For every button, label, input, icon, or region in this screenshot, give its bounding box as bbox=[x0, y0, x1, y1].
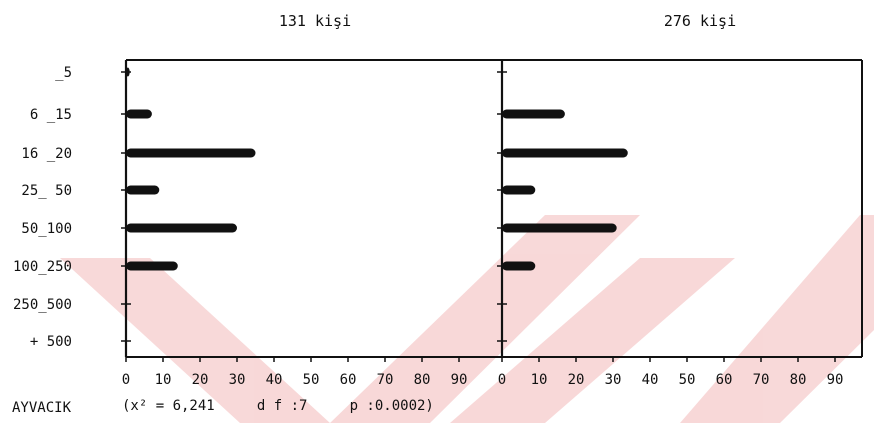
category-label: + 500 bbox=[30, 334, 72, 350]
bar bbox=[502, 148, 628, 158]
bar bbox=[502, 261, 536, 271]
bar bbox=[126, 223, 237, 233]
x-tick-label: 80 bbox=[414, 372, 431, 388]
x-tick-label: 20 bbox=[192, 372, 209, 388]
bar bbox=[126, 109, 152, 119]
x-tick-label: 50 bbox=[303, 372, 320, 388]
x-tick-label: 30 bbox=[229, 372, 246, 388]
bar bbox=[502, 109, 565, 119]
x-tick-label: 90 bbox=[827, 372, 844, 388]
category-label: 50_100 bbox=[21, 221, 72, 237]
x-tick-label: 70 bbox=[377, 372, 394, 388]
category-label: _5 bbox=[55, 65, 72, 81]
footer-location: AYVACIK bbox=[12, 400, 72, 416]
x-tick-label: 50 bbox=[679, 372, 696, 388]
category-label: 25_ 50 bbox=[21, 183, 72, 199]
x-tick-label: 40 bbox=[642, 372, 659, 388]
x-tick-label: 0 bbox=[122, 372, 130, 388]
category-label: 250_500 bbox=[13, 297, 72, 313]
x-tick-label: 30 bbox=[605, 372, 622, 388]
x-tick-label: 40 bbox=[266, 372, 283, 388]
watermark-stroke bbox=[450, 258, 735, 423]
panel-title: 131 kişi bbox=[279, 12, 351, 30]
x-tick-label: 80 bbox=[790, 372, 807, 388]
panel-title: 276 kişi bbox=[664, 12, 736, 30]
watermark-stroke bbox=[330, 215, 640, 423]
bar bbox=[502, 223, 617, 233]
x-tick-label: 20 bbox=[568, 372, 585, 388]
category-label: 100_250 bbox=[13, 259, 72, 275]
category-label: 6 _15 bbox=[30, 107, 72, 123]
bar bbox=[502, 185, 536, 195]
bar bbox=[126, 185, 160, 195]
bar bbox=[126, 148, 256, 158]
background-watermark bbox=[60, 215, 874, 423]
x-tick-label: 0 bbox=[498, 372, 506, 388]
x-tick-label: 90 bbox=[451, 372, 468, 388]
watermark-stroke bbox=[680, 215, 874, 423]
x-tick-label: 10 bbox=[531, 372, 548, 388]
bar bbox=[126, 67, 130, 77]
x-tick-label: 10 bbox=[155, 372, 172, 388]
bar bbox=[126, 261, 178, 271]
x-tick-label: 60 bbox=[716, 372, 733, 388]
footer-stats: (x² = 6,241 d f :7 p :0.0002) bbox=[122, 398, 434, 414]
x-tick-label: 60 bbox=[340, 372, 357, 388]
watermark-stroke bbox=[60, 258, 330, 423]
x-tick-label: 70 bbox=[753, 372, 770, 388]
category-label: 16 _20 bbox=[21, 146, 72, 162]
